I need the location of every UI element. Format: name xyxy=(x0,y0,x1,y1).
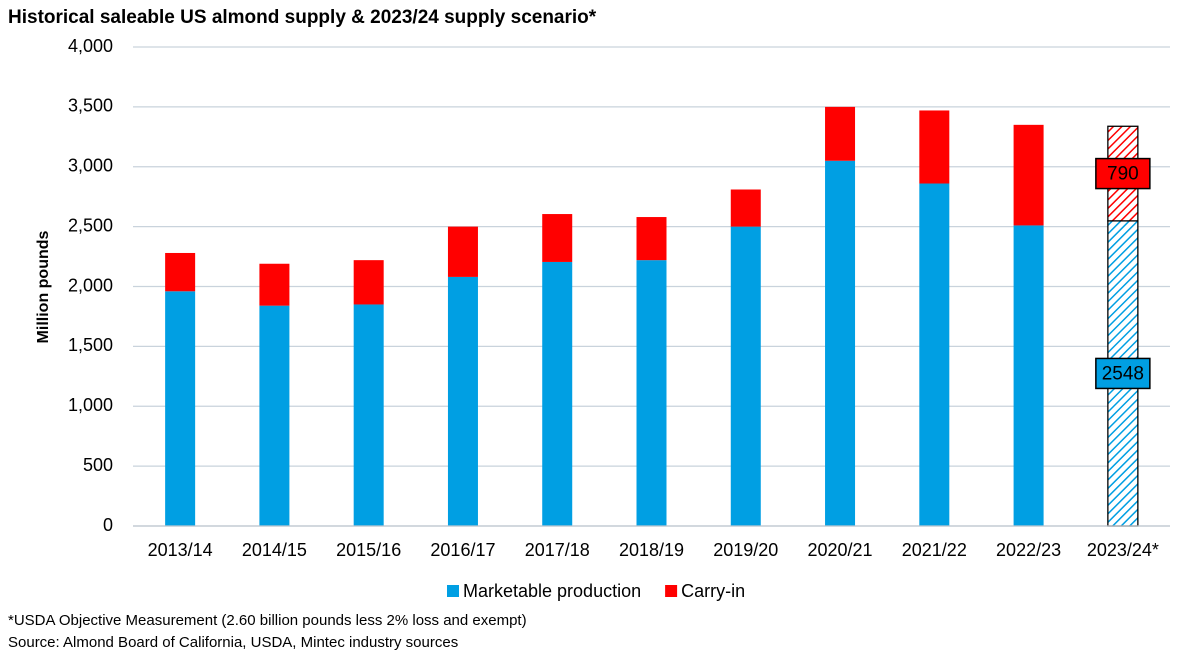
bar-segment xyxy=(542,214,573,262)
bar-segment xyxy=(730,226,761,526)
y-tick-label: 2,000 xyxy=(68,275,113,295)
x-tick-label: 2013/14 xyxy=(148,540,213,560)
y-tick-label: 3,500 xyxy=(68,96,113,116)
legend-label: Marketable production xyxy=(463,581,641,601)
bar-segment xyxy=(1013,124,1044,226)
y-tick-label: 1,000 xyxy=(68,395,113,415)
legend-label: Carry-in xyxy=(681,581,745,601)
y-tick-label: 1,500 xyxy=(68,335,113,355)
x-tick-label: 2021/22 xyxy=(902,540,967,560)
y-tick-label: 2,500 xyxy=(68,215,113,235)
bar-segment xyxy=(825,106,856,161)
x-tick-label: 2019/20 xyxy=(713,540,778,560)
bar-segment xyxy=(165,252,196,292)
bar-segment xyxy=(447,226,478,277)
y-tick-label: 0 xyxy=(103,515,113,535)
x-tick-label: 2023/24* xyxy=(1087,540,1159,560)
bar-segment xyxy=(353,304,384,526)
x-tick-label: 2022/23 xyxy=(996,540,1061,560)
x-tick-label: 2014/15 xyxy=(242,540,307,560)
x-tick-label: 2017/18 xyxy=(525,540,590,560)
legend-swatch xyxy=(665,585,678,597)
x-tick-label: 2020/21 xyxy=(808,540,873,560)
footnote: *USDA Objective Measurement (2.60 billio… xyxy=(8,612,527,629)
y-axis-label: Million pounds xyxy=(35,230,52,343)
data-label-box xyxy=(1095,357,1151,390)
x-tick-label: 2015/16 xyxy=(336,540,401,560)
x-tick-label: 2018/19 xyxy=(619,540,684,560)
bar-segment xyxy=(259,305,290,526)
bar-segment xyxy=(636,260,667,526)
bar-segment xyxy=(825,160,856,526)
y-tick-label: 500 xyxy=(83,455,113,475)
y-tick-label: 4,000 xyxy=(68,36,113,56)
data-label-box xyxy=(1095,157,1151,190)
bar-segment xyxy=(259,263,290,306)
legend-swatch xyxy=(447,585,459,597)
data-label: 790 xyxy=(1107,164,1139,185)
bar-segment xyxy=(542,261,573,526)
source-note: Source: Almond Board of California, USDA… xyxy=(8,634,458,651)
y-tick-label: 3,000 xyxy=(68,156,113,176)
bar-segment xyxy=(919,183,950,526)
bar-segment xyxy=(919,110,950,184)
bar-segment xyxy=(447,276,478,526)
bar-segment xyxy=(730,189,761,227)
bar-segment xyxy=(353,260,384,305)
bar-segment xyxy=(636,217,667,261)
chart-title: Historical saleable US almond supply & 2… xyxy=(8,7,597,28)
bar-segment xyxy=(1013,225,1044,527)
data-label: 2548 xyxy=(1102,363,1144,384)
bar-segment xyxy=(165,291,196,526)
x-tick-label: 2016/17 xyxy=(430,540,495,560)
